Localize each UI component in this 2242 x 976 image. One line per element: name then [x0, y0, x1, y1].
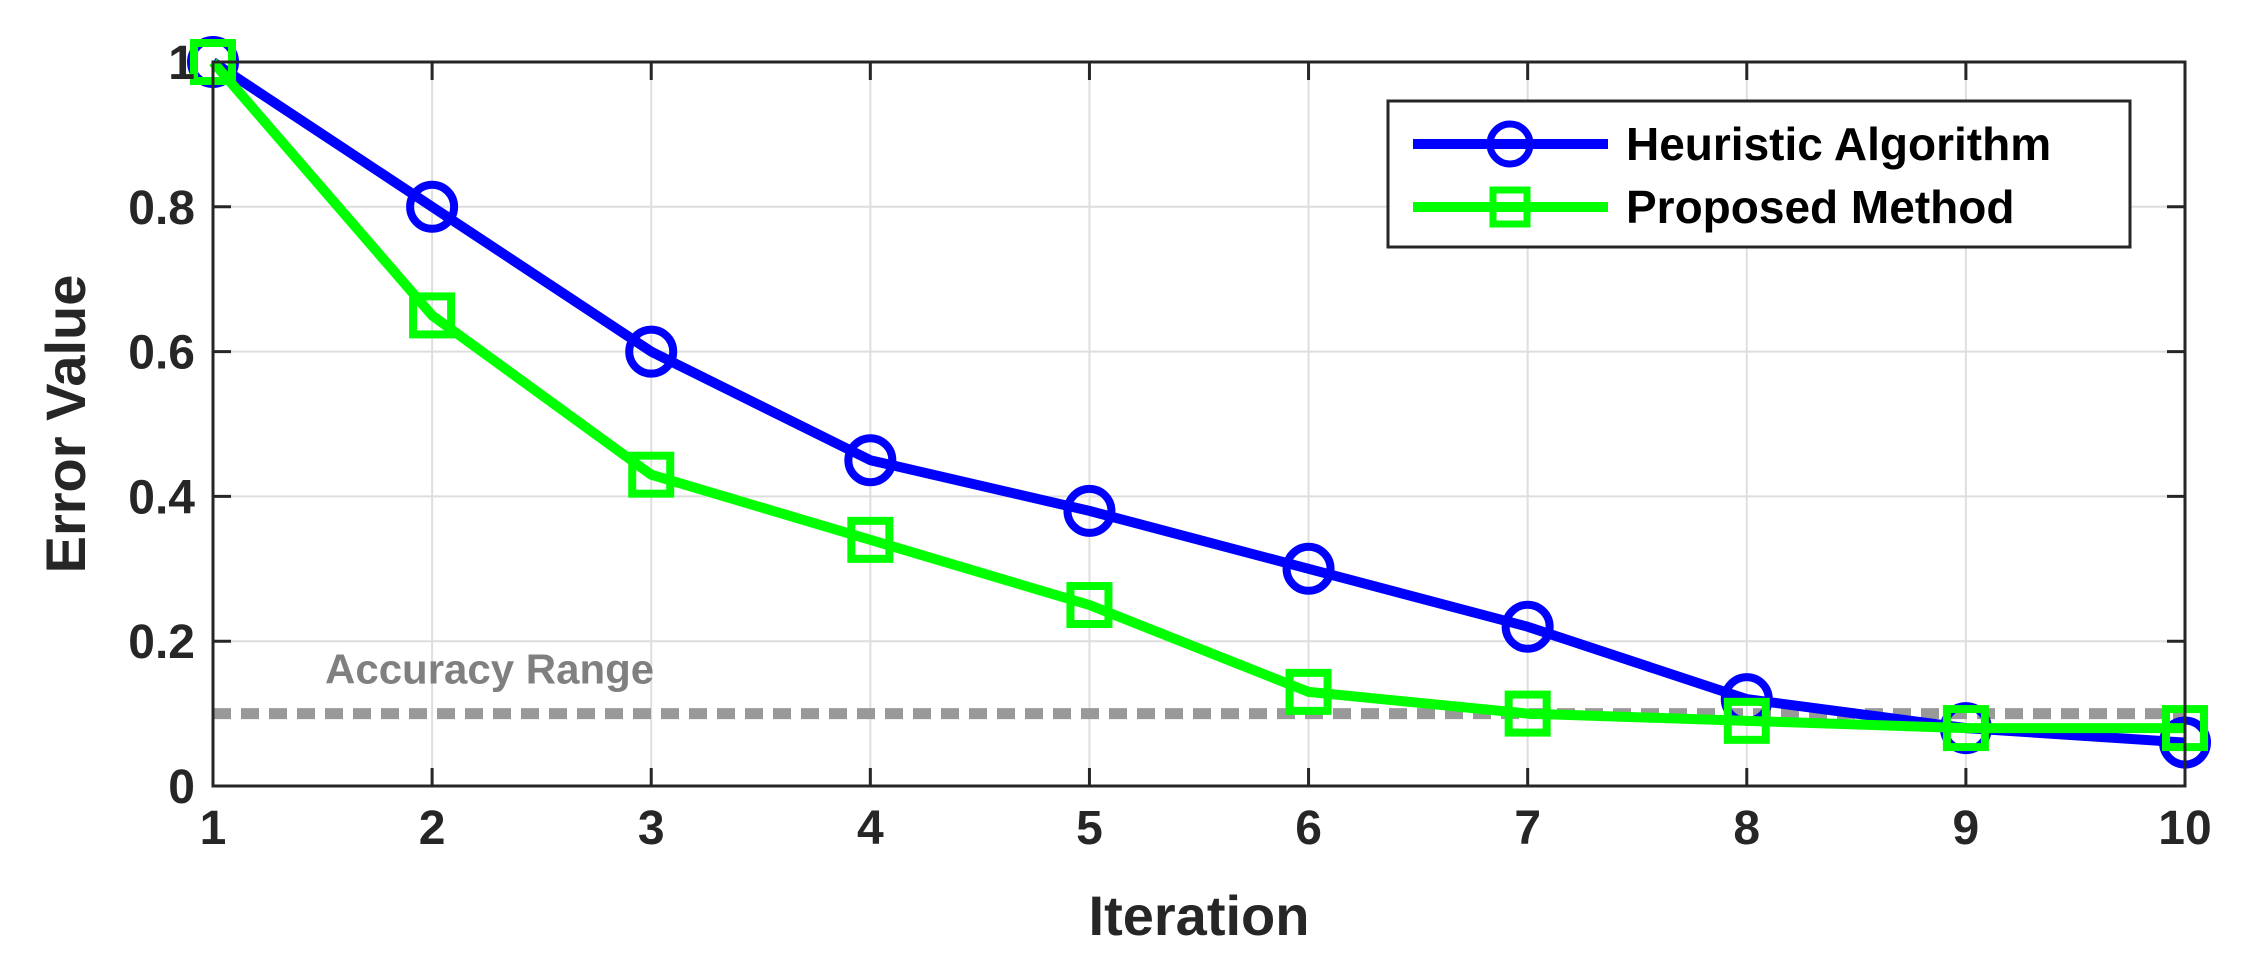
legend-label: Proposed Method [1626, 181, 2014, 233]
x-tick-label: 7 [1514, 802, 1541, 855]
data-point [1285, 668, 1332, 715]
legend-marker [1489, 186, 1531, 228]
series-line [209, 58, 2185, 734]
data-point [1504, 690, 1551, 737]
x-tick-label: 2 [419, 802, 446, 855]
x-tick-label: 8 [1733, 802, 1760, 855]
data-point [844, 434, 897, 487]
accuracy-range-label: Accuracy Range [325, 646, 654, 693]
legend: Heuristic Algorithm Proposed Method [1386, 99, 2132, 249]
plot-frame [211, 60, 2187, 788]
x-tick-label: 1 [200, 802, 227, 855]
y-tick-label: 0.2 [128, 616, 195, 669]
x-tick-label: 5 [1076, 802, 1103, 855]
x-tick-label: 6 [1295, 802, 1322, 855]
legend-label: Heuristic Algorithm [1626, 118, 2051, 170]
data-point [1942, 705, 1989, 752]
axis-ticks: 1 2 3 4 5 6 7 8 9 10 0 0.2 0.4 0.6 0.8 1 [128, 37, 2211, 855]
data-point [1066, 582, 1113, 628]
series-line [210, 57, 2186, 748]
y-tick-label: 0 [168, 761, 195, 814]
data-point [847, 516, 894, 563]
x-tick-label: 10 [2158, 802, 2211, 855]
data-point [1063, 484, 1116, 537]
y-tick-label: 0.6 [128, 327, 195, 380]
data-point [628, 451, 675, 498]
x-tick-label: 9 [1953, 802, 1980, 855]
data-point [1282, 542, 1335, 595]
y-axis-title: Error Value [34, 275, 97, 574]
data-point [406, 180, 459, 233]
y-tick-label: 0.8 [128, 182, 195, 235]
x-axis-title: Iteration [1089, 884, 1310, 947]
y-tick-label: 1 [168, 37, 195, 90]
data-point [1723, 697, 1770, 744]
data-point [625, 325, 678, 378]
data-point [1501, 600, 1554, 653]
data-point [409, 292, 456, 339]
x-tick-label: 4 [857, 802, 884, 855]
x-tick-label: 3 [638, 802, 665, 855]
legend-marker [1486, 120, 1534, 168]
y-tick-label: 0.4 [128, 471, 195, 524]
legend-items: Heuristic Algorithm Proposed Method [1413, 118, 2051, 233]
